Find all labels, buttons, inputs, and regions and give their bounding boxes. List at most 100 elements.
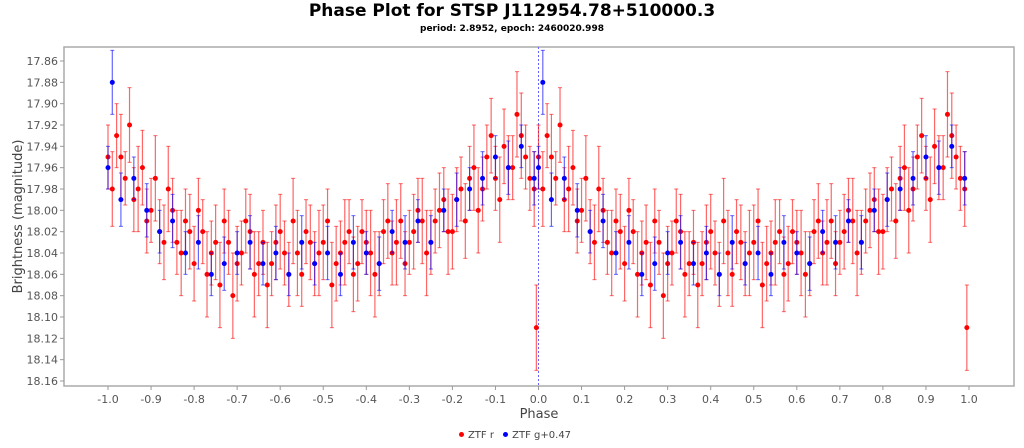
data-point	[527, 175, 533, 181]
x-tick-label: 0.7	[831, 393, 849, 406]
data-point	[325, 250, 331, 256]
data-point	[178, 250, 184, 256]
data-point	[540, 79, 546, 85]
x-tick-label: 0.4	[702, 393, 720, 406]
data-point	[505, 165, 511, 171]
data-point	[307, 239, 313, 245]
data-point	[152, 175, 158, 181]
data-point	[789, 229, 795, 235]
data-point	[282, 250, 288, 256]
data-point	[540, 186, 546, 192]
data-point	[695, 282, 701, 288]
y-tick-label: 17.94	[27, 140, 59, 153]
data-point	[936, 165, 942, 171]
data-point	[299, 239, 305, 245]
data-point	[182, 250, 188, 256]
data-point	[342, 239, 348, 245]
data-point	[346, 229, 352, 235]
data-point	[811, 229, 817, 235]
data-point	[548, 154, 554, 160]
data-point	[932, 143, 938, 149]
data-point	[381, 229, 387, 235]
data-point	[660, 293, 666, 299]
x-tick-label: -0.3	[399, 393, 420, 406]
data-point	[729, 239, 735, 245]
data-point	[376, 261, 382, 267]
data-point	[781, 239, 787, 245]
data-point	[613, 218, 619, 224]
data-point	[548, 197, 554, 203]
data-point	[768, 271, 774, 277]
data-point	[897, 186, 903, 192]
data-point	[953, 154, 959, 160]
data-point	[785, 261, 791, 267]
data-point	[514, 111, 520, 117]
data-point	[798, 250, 804, 256]
x-tick-label: -0.1	[485, 393, 506, 406]
legend-label-r: ZTF r	[467, 430, 494, 441]
data-point	[213, 239, 219, 245]
data-point	[165, 186, 171, 192]
data-point	[639, 271, 645, 277]
data-point	[566, 186, 572, 192]
data-point	[316, 250, 322, 256]
data-point	[964, 325, 970, 331]
data-point	[436, 207, 442, 213]
data-point	[751, 239, 757, 245]
data-point	[467, 186, 473, 192]
data-point	[734, 229, 740, 235]
y-axis-label: Brightness (magnitude)	[11, 140, 26, 294]
chart-title: Phase Plot for STSP J112954.78+510000.3	[308, 1, 716, 21]
data-point	[652, 218, 658, 224]
data-point	[501, 143, 507, 149]
data-point	[238, 250, 244, 256]
data-point	[226, 239, 232, 245]
data-point	[561, 175, 567, 181]
y-tick-label: 18.00	[27, 204, 59, 217]
data-point	[626, 207, 632, 213]
data-point	[944, 111, 950, 117]
data-point	[251, 271, 257, 277]
x-tick-label: -0.9	[140, 393, 161, 406]
data-point	[484, 154, 490, 160]
data-point	[157, 229, 163, 235]
data-point	[471, 165, 477, 171]
chart-subtitle: period: 2.8952, epoch: 2460020.998	[420, 24, 604, 34]
data-point	[234, 250, 240, 256]
y-tick-label: 17.96	[27, 162, 59, 175]
x-tick-label: 0.2	[616, 393, 634, 406]
data-point	[613, 250, 619, 256]
data-point	[428, 239, 434, 245]
data-point	[690, 261, 696, 267]
data-point	[940, 165, 946, 171]
data-point	[217, 282, 223, 288]
data-point	[703, 250, 709, 256]
data-point	[755, 250, 761, 256]
data-point	[828, 218, 834, 224]
x-tick-label: -0.8	[183, 393, 204, 406]
y-tick-label: 18.12	[27, 332, 59, 345]
data-point	[406, 239, 412, 245]
data-point	[127, 122, 133, 128]
data-point	[880, 229, 886, 235]
data-point	[131, 175, 137, 181]
data-point	[488, 133, 494, 139]
data-point	[781, 271, 787, 277]
data-point	[458, 186, 464, 192]
y-tick-label: 18.10	[27, 311, 59, 324]
data-point	[221, 261, 227, 267]
data-point	[716, 271, 722, 277]
data-point	[269, 261, 275, 267]
data-point	[536, 165, 541, 171]
data-point	[475, 207, 481, 213]
data-point	[725, 250, 731, 256]
data-point	[299, 271, 305, 277]
data-point	[729, 271, 735, 277]
legend-marker-g	[503, 432, 509, 437]
data-point	[325, 218, 331, 224]
data-point	[105, 165, 111, 171]
data-point	[139, 165, 145, 171]
data-point	[264, 282, 270, 288]
data-point	[635, 271, 641, 277]
data-point	[523, 154, 529, 160]
